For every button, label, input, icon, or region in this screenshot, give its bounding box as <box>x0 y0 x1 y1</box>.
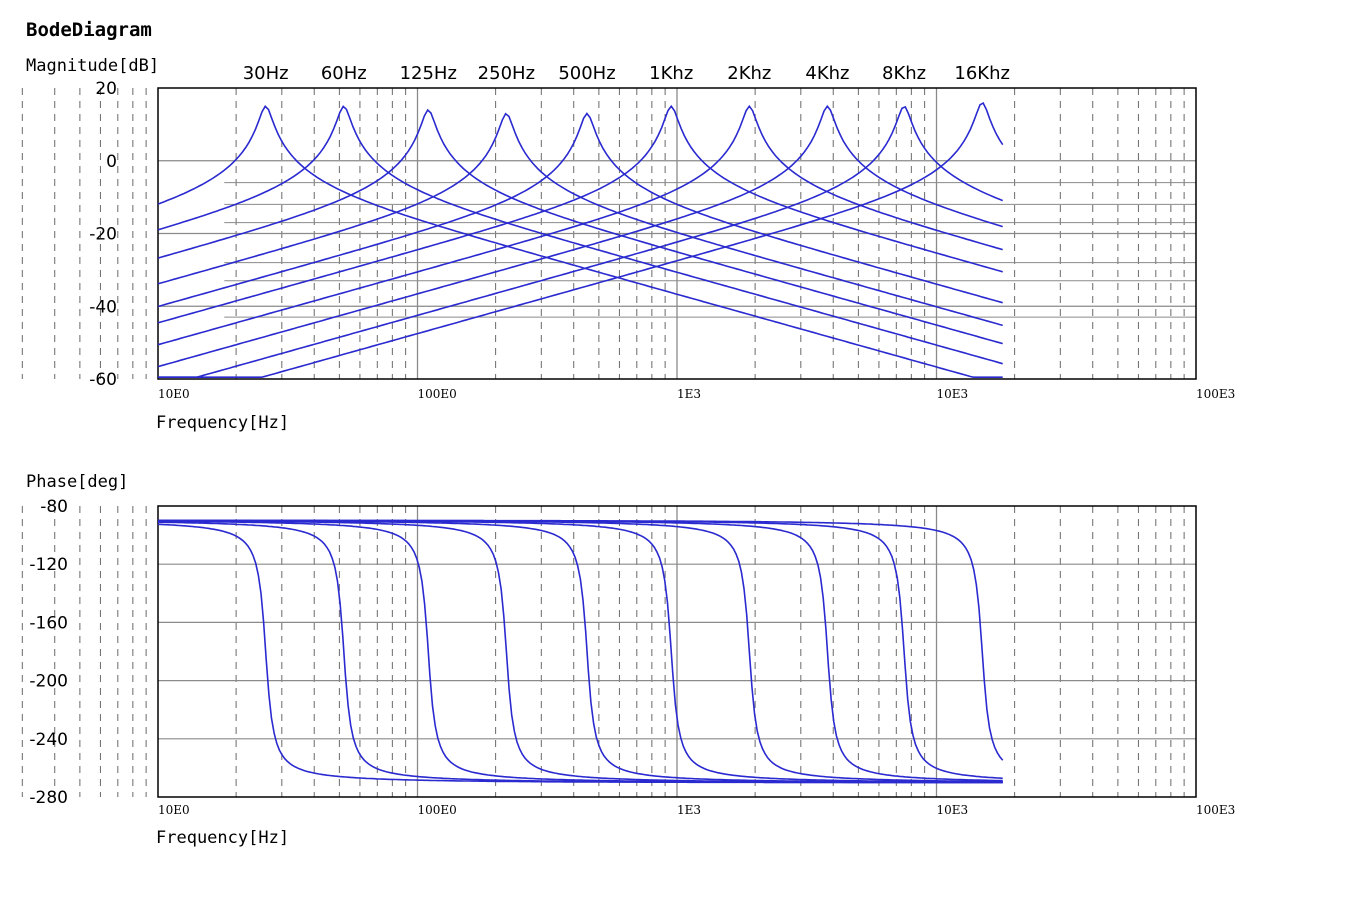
phase-grid <box>21 505 1197 798</box>
magnitude-curves <box>157 102 1004 378</box>
phase-curve-60Hz <box>157 521 1003 784</box>
phase-curves <box>157 519 1004 784</box>
phase-xtick: 10E3 <box>937 803 969 817</box>
phase-curve-30Hz <box>157 523 1003 784</box>
magnitude-curve-500Hz <box>157 112 1003 308</box>
band-label: 1Khz <box>649 63 693 84</box>
phase-xtick: 10E0 <box>158 803 190 817</box>
phase-curve-500Hz <box>158 519 1003 783</box>
phase-tick-labels: -80 -120 -160 -200 -240 -280 10E0 100E0 1E3 10E3 1… <box>29 497 1235 817</box>
magnitude-ytick: -20 <box>89 225 117 245</box>
magnitude-curve-8Khz <box>158 105 1004 378</box>
band-label: 2Khz <box>727 63 771 84</box>
band-label: 16Khz <box>954 63 1010 84</box>
magnitude-curve-60Hz <box>157 105 1003 365</box>
phase-curve-4Khz <box>158 519 1003 782</box>
magnitude-xlabel: Frequency[Hz] <box>156 413 289 433</box>
phase-curve-1Khz <box>158 519 1003 783</box>
band-label: 8Khz <box>882 63 926 84</box>
phase-xlabel: Frequency[Hz] <box>156 828 289 848</box>
magnitude-ytick: -60 <box>89 370 117 390</box>
phase-ytick: -200 <box>29 672 68 692</box>
plot-frame <box>157 505 1197 798</box>
phase-ytick: -240 <box>29 730 68 750</box>
magnitude-xtick: 1E3 <box>677 387 701 401</box>
phase-curve-125Hz <box>158 520 1003 784</box>
phase-ytick: -160 <box>29 613 68 633</box>
phase-ytick: -80 <box>40 497 68 517</box>
phase-xtick: 100E3 <box>1196 803 1235 817</box>
band-label: 250Hz <box>478 63 535 84</box>
phase-xtick: 100E0 <box>418 803 457 817</box>
band-label: 60Hz <box>321 63 367 84</box>
band-label: 4Khz <box>805 63 849 84</box>
phase-curve-8Khz <box>158 519 1003 780</box>
magnitude-curve-1Khz <box>157 104 1003 324</box>
magnitude-xtick: 100E0 <box>418 387 457 401</box>
phase-ytick: -120 <box>29 555 68 575</box>
phase-ylabel: Phase[deg] <box>26 472 128 492</box>
diagram-title: BodeDiagram <box>26 19 152 41</box>
magnitude-curve-125Hz <box>157 108 1003 345</box>
plot-frame <box>157 87 1197 380</box>
phase-curve-16Khz <box>158 519 1004 761</box>
phase-ytick: -280 <box>29 788 68 808</box>
magnitude-curve-30Hz <box>157 104 1003 378</box>
band-label: 125Hz <box>400 63 457 84</box>
magnitude-ylabel: Magnitude[dB] <box>26 56 159 76</box>
magnitude-xtick: 10E3 <box>937 387 969 401</box>
band-label: 500Hz <box>558 63 615 84</box>
magnitude-ytick: 0 <box>106 152 117 172</box>
phase-curve-2Khz <box>158 519 1003 783</box>
magnitude-ytick: -40 <box>89 297 117 317</box>
magnitude-tick-labels: 20 0 -20 -40 -60 10E0 100E0 1E3 10E3 100E3 30Hz 60H… <box>89 63 1235 401</box>
magnitude-xtick: 100E3 <box>1196 387 1235 401</box>
magnitude-curve-4Khz <box>157 104 1003 368</box>
phase-curve-250Hz <box>158 520 1003 784</box>
magnitude-ytick: 20 <box>95 79 117 99</box>
magnitude-xtick: 10E0 <box>158 387 190 401</box>
magnitude-grid <box>21 87 1197 380</box>
phase-xtick: 1E3 <box>677 803 701 817</box>
magnitude-curve-16Khz <box>158 102 1004 378</box>
band-label: 30Hz <box>243 63 289 84</box>
